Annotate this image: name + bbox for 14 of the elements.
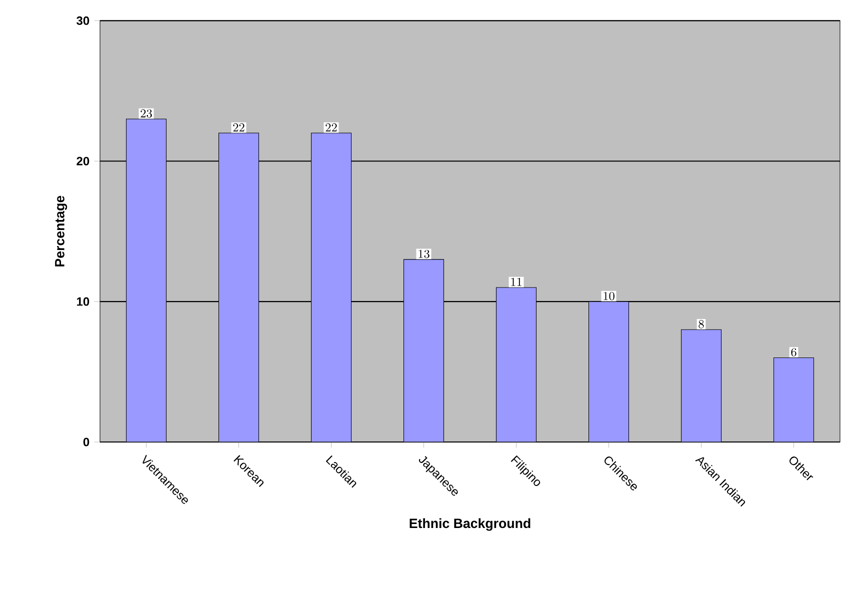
data-label: 10 [604, 292, 614, 300]
data-label: 8 [698, 320, 704, 328]
data-label: 6 [791, 348, 796, 356]
y-axis-title: Percentage [55, 196, 68, 266]
y-tick-label: 10 [77, 297, 90, 306]
data-label: 23 [140, 109, 152, 118]
y-tick-label: 30 [76, 16, 90, 25]
data-label: 11 [511, 278, 522, 286]
data-label: 22 [233, 123, 244, 132]
x-axis-title: Ethnic Background [410, 518, 530, 531]
data-label: 13 [418, 250, 430, 258]
y-tick-label: 20 [76, 156, 90, 166]
y-tick-label: 0 [83, 438, 90, 446]
data-label: 22 [326, 123, 337, 132]
